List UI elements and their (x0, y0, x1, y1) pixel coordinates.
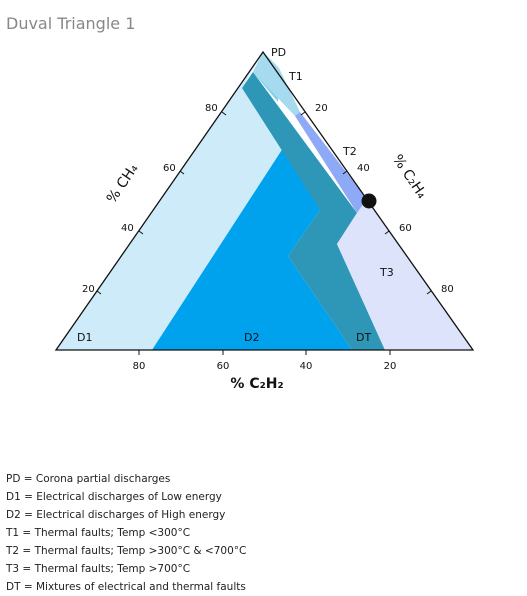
left-axis-ticks (96, 111, 227, 295)
right-tick-label: 40 (357, 163, 370, 174)
right-axis-title: % C₂H₄ (389, 152, 430, 202)
right-tick-label: 60 (399, 223, 412, 234)
zone-d1 (56, 52, 287, 350)
zone-d2 (152, 142, 352, 350)
left-tick-label: 40 (121, 223, 134, 234)
zone-label-t2: T2 (342, 145, 357, 158)
right-axis-ticks (300, 111, 432, 295)
legend-item-t1: T1 = Thermal faults; Temp <300°C (6, 527, 191, 539)
zone-t3 (337, 199, 473, 350)
left-tick-label: 60 (163, 163, 176, 174)
zone-label-d1: D1 (77, 331, 92, 344)
bottom-axis-ticks (138, 350, 391, 355)
bottom-tick-label: 80 (133, 361, 146, 372)
right-tick-label: 20 (315, 103, 328, 114)
zone-label-t1: T1 (288, 70, 303, 83)
zone-t2 (295, 112, 367, 213)
page-title: Duval Triangle 1 (6, 14, 136, 33)
zone-label-pd: PD (271, 46, 286, 59)
zone-label-dt: DT (356, 331, 371, 344)
legend-item-pd: PD = Corona partial discharges (6, 473, 171, 485)
legend-item-d2: D2 = Electrical discharges of High energ… (6, 509, 226, 521)
legend-item-dt: DT = Mixtures of electrical and thermal … (6, 581, 246, 593)
bottom-axis-title: % C₂H₂ (230, 376, 283, 392)
bottom-tick-label: 40 (300, 361, 313, 372)
bottom-tick-label: 20 (384, 361, 397, 372)
sample-point-marker (361, 193, 377, 209)
zone-label-t3: T3 (379, 266, 394, 279)
legend-item-d1: D1 = Electrical discharges of Low energy (6, 491, 222, 503)
right-tick-label: 80 (441, 284, 454, 295)
legend: PD = Corona partial discharges D1 = Elec… (6, 470, 246, 596)
legend-item-t3: T3 = Thermal faults; Temp >700°C (6, 563, 191, 575)
zone-t1 (253, 52, 300, 116)
zone-label-d2: D2 (244, 331, 259, 344)
left-tick-label: 80 (205, 103, 218, 114)
zone-dt (242, 72, 385, 350)
left-tick-label: 20 (82, 284, 95, 295)
left-axis-title: % CH₄ (104, 161, 142, 206)
legend-item-t2: T2 = Thermal faults; Temp >300°C & <700°… (6, 545, 247, 557)
bottom-tick-label: 60 (217, 361, 230, 372)
